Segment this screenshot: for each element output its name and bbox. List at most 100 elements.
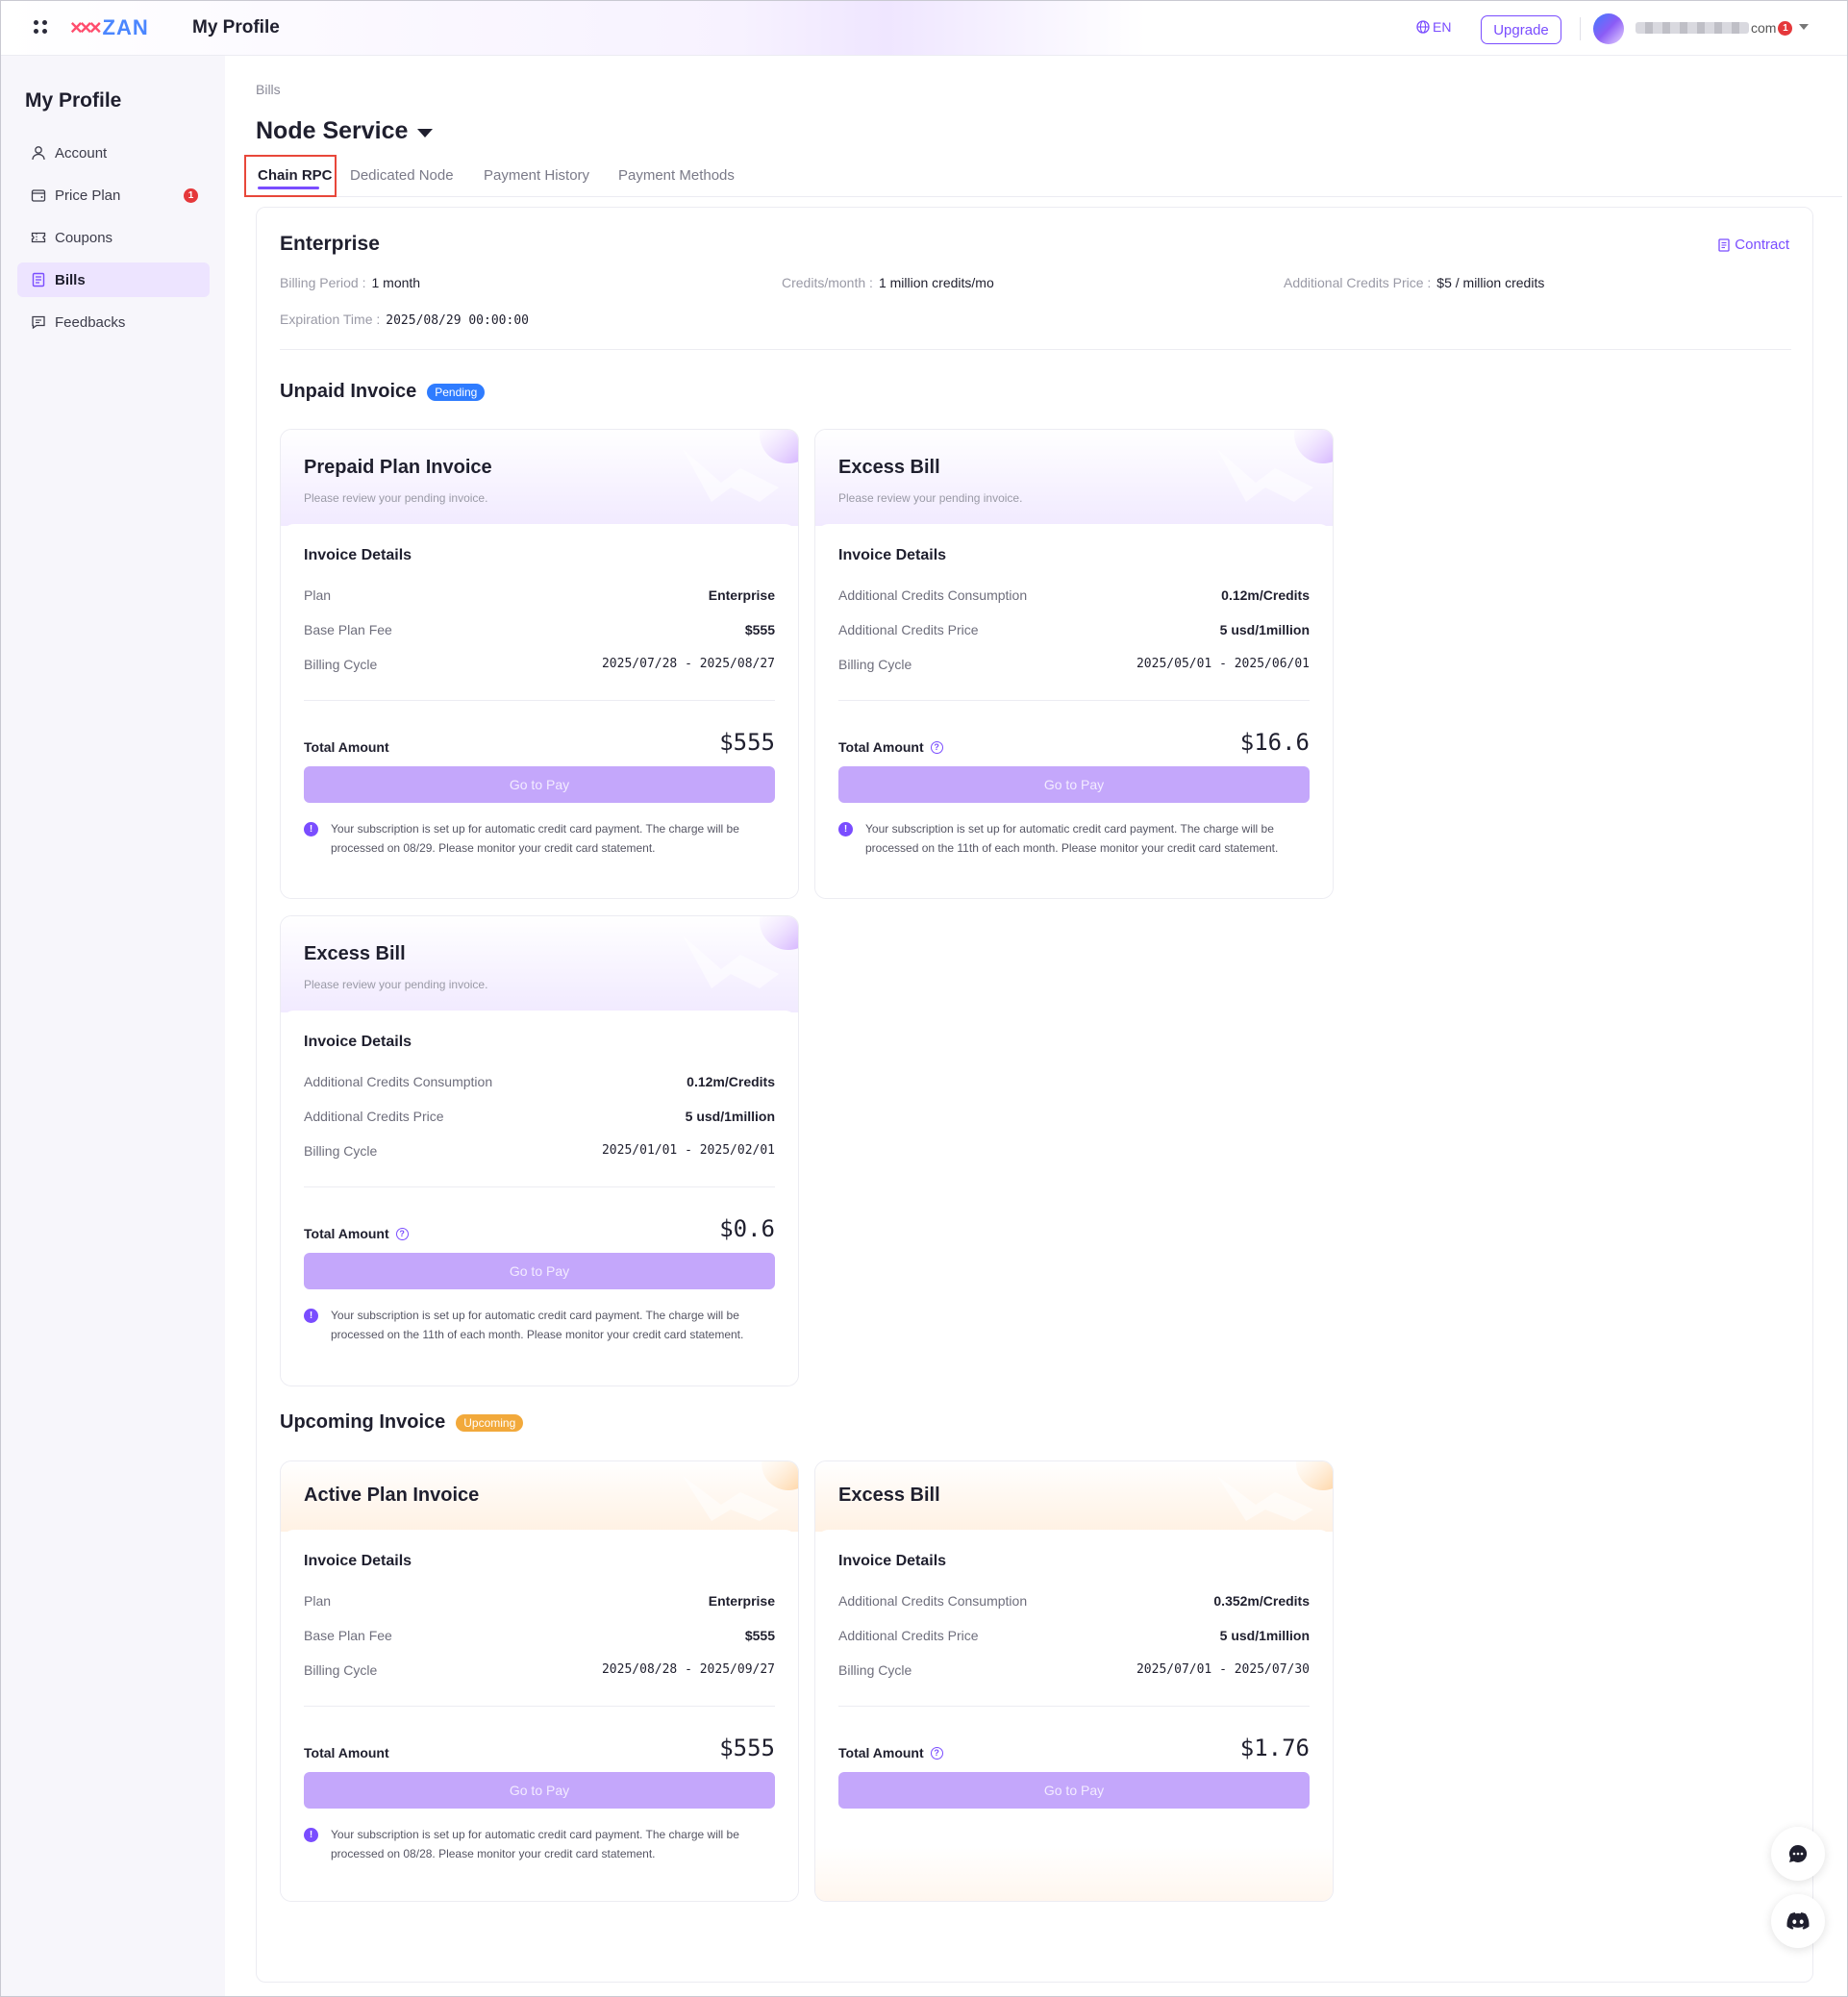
sidebar-item-coupons[interactable]: Coupons: [17, 220, 210, 255]
card-subtitle: Please review your pending invoice.: [304, 978, 488, 991]
go-to-pay-button[interactable]: Go to Pay: [304, 1253, 775, 1289]
row-key: Billing Cycle: [304, 1143, 378, 1159]
row-value: 0.352m/Credits: [1213, 1593, 1310, 1609]
card-header: Active Plan Invoice: [281, 1461, 798, 1532]
card-body: Invoice Details Plan Enterprise Base Plan…: [281, 1530, 798, 1901]
invoice-details-title: Invoice Details: [304, 1034, 412, 1050]
sidebar-item-label: Coupons: [55, 229, 113, 246]
sidebar-item-label: Feedbacks: [55, 313, 126, 331]
top-bar: ××× ZAN My Profile EN Upgrade com 1: [1, 1, 1847, 56]
row-value: 2025/08/28 - 2025/09/27: [601, 1662, 775, 1677]
chat-support-button[interactable]: [1771, 1827, 1825, 1881]
tab-highlight-box: [244, 155, 337, 197]
row-value: 2025/07/01 - 2025/07/30: [1136, 1662, 1310, 1677]
user-email[interactable]: com 1: [1636, 20, 1793, 36]
contract-link[interactable]: Contract: [1718, 237, 1789, 253]
discord-button[interactable]: [1771, 1894, 1825, 1948]
excess-bill-card: Excess Bill Please review your pending i…: [280, 915, 799, 1386]
discord-icon: [1786, 1912, 1810, 1930]
row-value: 5 usd/1million: [685, 1109, 775, 1124]
total-amount-value: $1.76: [1239, 1735, 1310, 1761]
total-label-text: Total Amount: [838, 739, 924, 755]
help-icon[interactable]: ?: [930, 1746, 943, 1760]
total-amount-label: Total Amount?: [838, 1745, 943, 1760]
sidebar-item-label: Bills: [55, 271, 86, 288]
help-icon[interactable]: ?: [930, 740, 943, 754]
total-amount-label: Total Amount: [304, 1745, 389, 1760]
row-value: 0.12m/Credits: [1221, 587, 1310, 603]
row-key: Additional Credits Price: [304, 1109, 444, 1124]
excess-bill-card: Excess Bill Invoice Details Additional C…: [814, 1460, 1334, 1902]
card-divider: [838, 1706, 1310, 1707]
card-header: Excess Bill Please review your pending i…: [815, 430, 1333, 526]
go-to-pay-button[interactable]: Go to Pay: [838, 1772, 1310, 1809]
user-icon: [32, 146, 45, 161]
row-key: Additional Credits Consumption: [838, 587, 1028, 603]
service-title: Node Service: [256, 117, 409, 144]
row-value: 2025/07/28 - 2025/08/27: [601, 657, 775, 671]
expiration-time: Expiration Time : 2025/08/29 00:00:00: [280, 312, 529, 328]
auto-payment-note: ! Your subscription is set up for automat…: [304, 819, 775, 858]
total-amount-value: $0.6: [719, 1215, 775, 1242]
card-body: Invoice Details Additional Credits Consu…: [815, 1530, 1333, 1901]
main-content: Bills Node Service Chain RPC Dedicated N…: [225, 56, 1847, 1996]
additional-price-label: Additional Credits Price :: [1284, 275, 1432, 290]
invoice-details-title: Invoice Details: [304, 547, 412, 563]
chevron-down-icon[interactable]: [1799, 24, 1809, 30]
sidebar-item-account[interactable]: Account: [17, 136, 210, 170]
invoice-row: Billing Cycle 2025/01/01 - 2025/02/01: [304, 1143, 775, 1162]
go-to-pay-button[interactable]: Go to Pay: [304, 1772, 775, 1809]
upcoming-invoice-heading: Upcoming Invoice Upcoming: [280, 1411, 524, 1434]
active-tab-indicator: [258, 187, 319, 189]
note-text: Your subscription is set up for automati…: [331, 1309, 744, 1341]
app-grid-icon[interactable]: [34, 20, 49, 36]
info-icon: !: [304, 1828, 318, 1842]
header-divider: [1580, 17, 1581, 40]
ticket-icon: [31, 232, 46, 243]
service-selector[interactable]: Node Service: [256, 117, 434, 145]
additional-credits-price: Additional Credits Price : $5 / million c…: [1284, 275, 1544, 290]
card-divider: [304, 700, 775, 701]
tab-payment-history[interactable]: Payment History: [484, 167, 590, 184]
row-value: 2025/05/01 - 2025/06/01: [1136, 657, 1310, 671]
row-value: 5 usd/1million: [1219, 622, 1310, 637]
language-switcher[interactable]: EN: [1416, 19, 1451, 35]
row-key: Base Plan Fee: [304, 622, 392, 637]
card-subtitle: Please review your pending invoice.: [838, 491, 1023, 505]
tab-payment-methods[interactable]: Payment Methods: [618, 167, 735, 184]
section-divider: [280, 349, 1791, 350]
go-to-pay-button[interactable]: Go to Pay: [838, 766, 1310, 803]
card-header: Excess Bill: [815, 1461, 1333, 1532]
card-title: Excess Bill: [838, 1485, 940, 1506]
zan-logo[interactable]: ××× ZAN: [70, 14, 149, 41]
expiration-value: 2025/08/29 00:00:00: [386, 313, 529, 328]
masked-email: [1636, 22, 1749, 34]
invoice-row: Billing Cycle 2025/05/01 - 2025/06/01: [838, 657, 1310, 676]
help-icon[interactable]: ?: [395, 1227, 409, 1240]
caret-down-icon: [417, 128, 434, 137]
avatar[interactable]: [1593, 13, 1624, 44]
sidebar-item-feedbacks[interactable]: Feedbacks: [17, 305, 210, 339]
row-value: Enterprise: [708, 1593, 775, 1609]
upgrade-button[interactable]: Upgrade: [1481, 15, 1561, 44]
go-to-pay-button[interactable]: Go to Pay: [304, 766, 775, 803]
row-key: Billing Cycle: [304, 657, 378, 672]
plan-name: Enterprise: [280, 233, 380, 255]
breadcrumb[interactable]: Bills: [256, 82, 281, 97]
card-body: Invoice Details Additional Credits Consu…: [815, 524, 1333, 898]
tab-chain-rpc[interactable]: Chain RPC: [258, 167, 333, 184]
row-value: 5 usd/1million: [1219, 1628, 1310, 1643]
card-body: Invoice Details Additional Credits Consu…: [281, 1011, 798, 1385]
bills-panel: Enterprise Contract Billing Period : 1 mo…: [256, 207, 1813, 1983]
sidebar-item-price-plan[interactable]: Price Plan 1: [17, 178, 210, 212]
row-key: Billing Cycle: [304, 1662, 378, 1678]
billing-period-value: 1 month: [371, 275, 421, 290]
sidebar-item-bills[interactable]: Bills: [17, 262, 210, 297]
card-body: Invoice Details Plan Enterprise Base Plan…: [281, 524, 798, 898]
invoice-row: Additional Credits Consumption 0.352m/Cre…: [838, 1593, 1310, 1612]
row-value: 0.12m/Credits: [687, 1074, 775, 1089]
total-amount-label: Total Amount: [304, 739, 389, 755]
total-amount-value: $555: [719, 1735, 775, 1761]
tab-dedicated-node[interactable]: Dedicated Node: [350, 167, 454, 184]
decorative-wave-icon: [683, 430, 798, 502]
